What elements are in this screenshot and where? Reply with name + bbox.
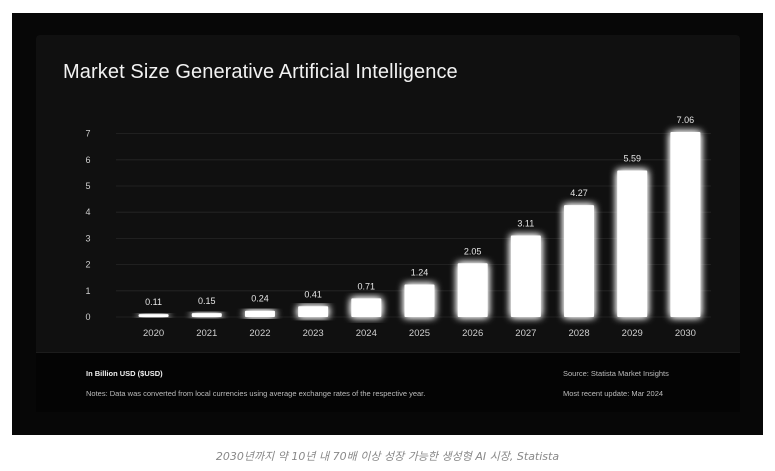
y-tick-label: 0 <box>85 312 90 322</box>
x-tick-label: 2025 <box>409 328 430 339</box>
chart-card: Market Size Generative Artificial Intell… <box>36 35 740 411</box>
bar <box>510 235 541 317</box>
data-label: 0.41 <box>304 289 322 299</box>
bar <box>457 263 488 317</box>
x-tick-label: 2027 <box>515 328 536 339</box>
chart-footer: In Billion USD ($USD) Notes: Data was co… <box>36 352 740 412</box>
data-label: 7.06 <box>677 115 695 125</box>
data-label: 1.24 <box>411 268 429 278</box>
update-text: Most recent update: Mar 2024 <box>563 389 664 398</box>
data-label: 0.15 <box>198 296 216 306</box>
x-tick-label: 2021 <box>196 328 217 339</box>
y-tick-label: 1 <box>85 286 90 296</box>
bar <box>617 170 648 317</box>
x-tick-label: 2030 <box>675 328 696 339</box>
bar <box>244 310 275 317</box>
unit-label: In Billion USD ($USD) <box>86 369 163 378</box>
bar <box>298 306 329 317</box>
bars <box>138 132 701 317</box>
y-tick-label: 7 <box>85 129 90 139</box>
image-frame: Market Size Generative Artificial Intell… <box>12 13 763 435</box>
x-axis-ticks: 2020 2021 2022 2023 2024 2025 2026 2027 2028 2029… <box>143 328 696 339</box>
x-tick-label: 2028 <box>568 328 589 339</box>
x-tick-label: 2020 <box>143 328 164 339</box>
bar-chart: 0 1 2 3 4 5 6 7 0.11 0.15 0.24 0.41 0.71 1.24 2.05 3.1… <box>85 115 711 339</box>
data-label: 3.11 <box>517 219 534 229</box>
y-tick-label: 2 <box>85 260 90 270</box>
notes-text: Notes: Data was converted from local cur… <box>86 389 426 398</box>
value-labels: 0.11 0.15 0.24 0.41 0.71 1.24 2.05 3.11 4.27 5.59… <box>145 115 694 307</box>
y-tick-label: 3 <box>85 233 90 243</box>
data-label: 4.27 <box>570 188 588 198</box>
bar <box>404 284 435 317</box>
bar <box>351 298 382 317</box>
bar <box>191 313 222 317</box>
data-label: 5.59 <box>623 154 641 164</box>
x-tick-label: 2029 <box>622 328 643 339</box>
source-text: Source: Statista Market Insights <box>563 369 669 378</box>
y-axis-ticks: 0 1 2 3 4 5 6 7 <box>85 129 90 322</box>
chart-title: Market Size Generative Artificial Intell… <box>63 61 458 83</box>
y-tick-label: 5 <box>85 181 90 191</box>
image-caption: 2030년까지 약 10년 내 70배 이상 성장 가능한 생성형 AI 시장,… <box>215 450 560 463</box>
data-label: 0.11 <box>145 297 162 307</box>
y-tick-label: 4 <box>85 207 90 217</box>
data-label: 0.71 <box>358 281 376 291</box>
x-tick-label: 2022 <box>249 328 270 339</box>
data-label: 2.05 <box>464 246 482 256</box>
bar <box>670 132 701 317</box>
bar <box>138 314 169 317</box>
x-tick-label: 2023 <box>303 328 324 339</box>
y-tick-label: 6 <box>85 155 90 165</box>
data-label: 0.24 <box>251 294 269 304</box>
x-tick-label: 2024 <box>356 328 377 339</box>
x-tick-label: 2026 <box>462 328 483 339</box>
bar <box>564 205 595 317</box>
